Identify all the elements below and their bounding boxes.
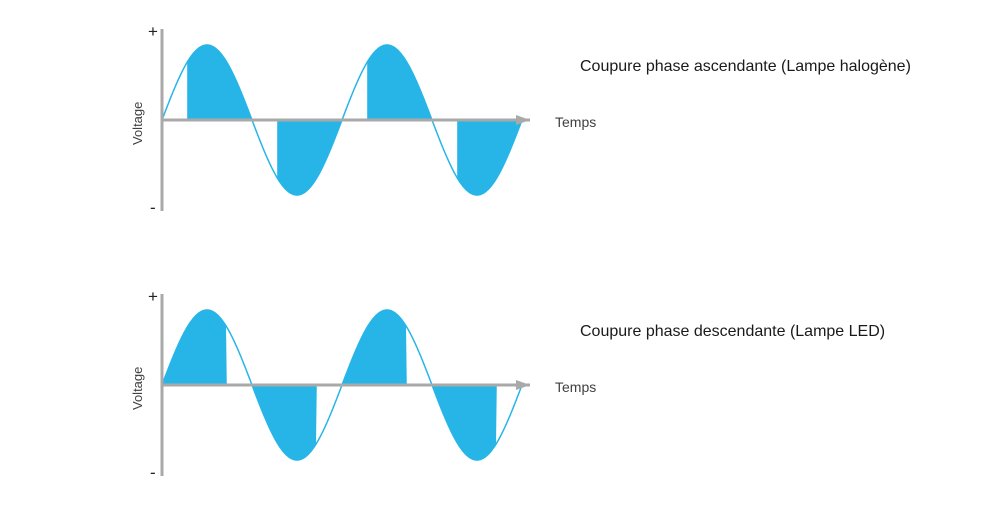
chart-descending-x-label: Temps bbox=[555, 379, 596, 395]
chart-descending-title: Coupure phase descendante (Lampe LED) bbox=[580, 323, 885, 341]
chart-ascending-y-label: Voltage bbox=[130, 102, 145, 145]
chart-ascending-svg bbox=[150, 25, 570, 225]
chart-ascending-minus: - bbox=[150, 198, 156, 218]
page: Voltage + - Temps Coupure phase ascendan… bbox=[0, 0, 1000, 530]
chart-descending bbox=[150, 290, 570, 490]
chart-descending-minus: - bbox=[150, 463, 156, 483]
chart-descending-svg bbox=[150, 290, 570, 490]
chart-descending-y-label: Voltage bbox=[130, 367, 145, 410]
chart-ascending-title: Coupure phase ascendante (Lampe halogène… bbox=[580, 58, 911, 76]
chart-descending-plus: + bbox=[148, 287, 158, 307]
chart-ascending-plus: + bbox=[148, 22, 158, 42]
chart-ascending-x-label: Temps bbox=[555, 114, 596, 130]
chart-ascending bbox=[150, 25, 570, 225]
